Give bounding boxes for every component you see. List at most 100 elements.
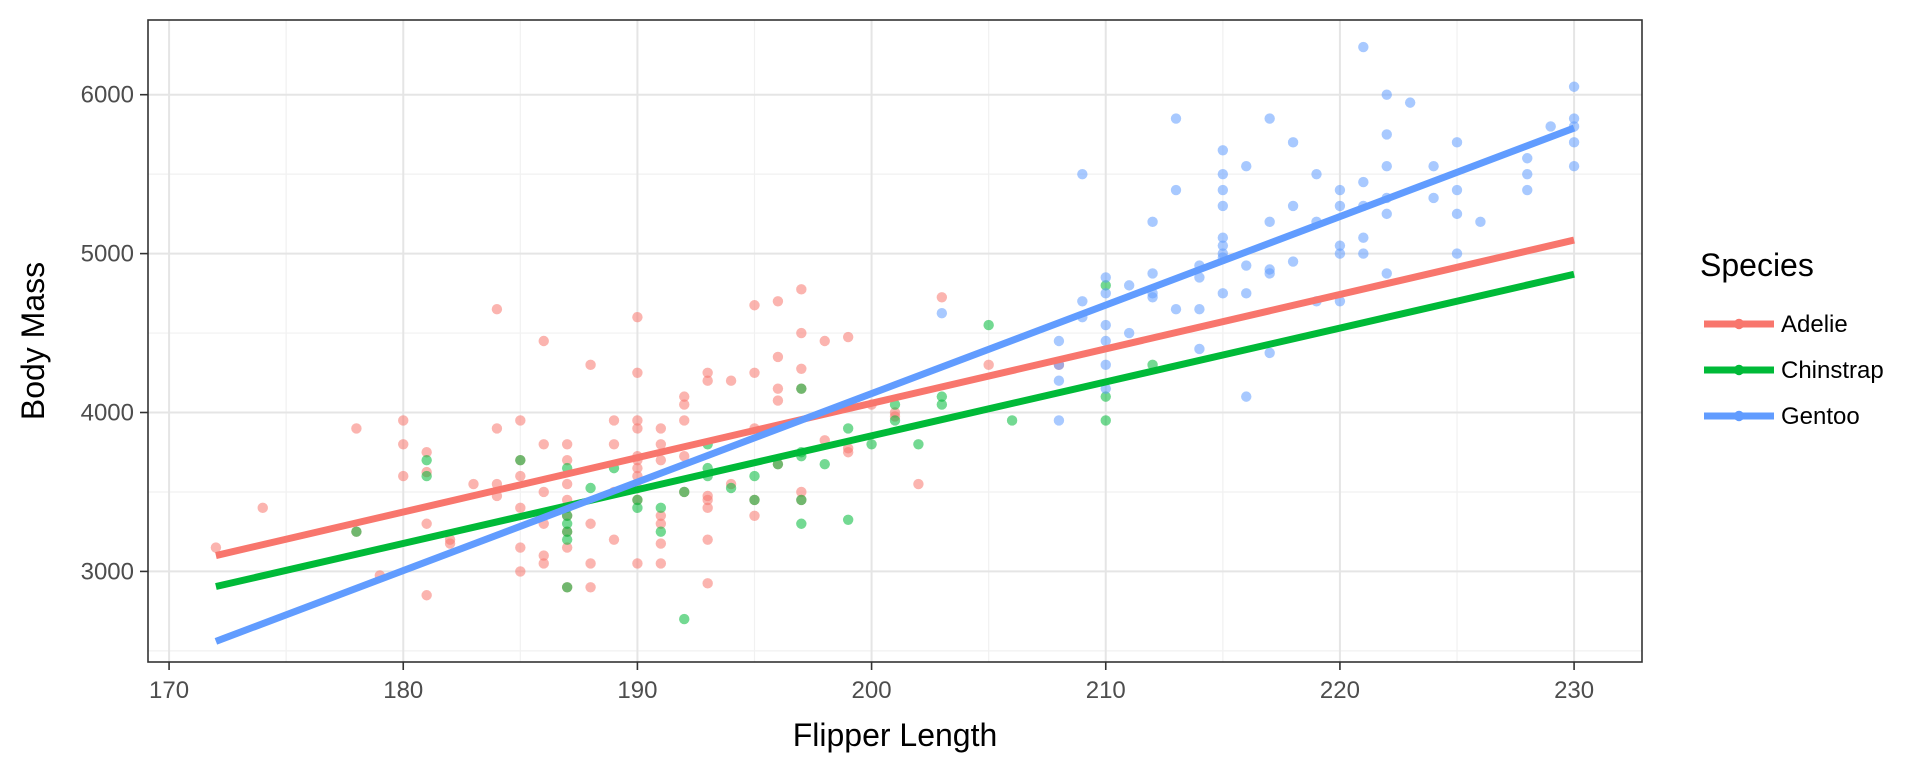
point-adelie <box>444 534 456 545</box>
point-adelie <box>702 367 713 378</box>
point-gentoo <box>1077 296 1088 307</box>
point-adelie <box>936 292 948 303</box>
legend-key-point <box>1733 410 1745 422</box>
point-chinstrap <box>1100 280 1111 291</box>
point-adelie <box>702 502 713 514</box>
point-chinstrap <box>749 494 760 506</box>
panel-background <box>148 20 1642 662</box>
point-gentoo <box>1568 113 1580 124</box>
point-adelie <box>632 311 643 323</box>
point-gentoo <box>1194 343 1205 355</box>
point-gentoo <box>1170 304 1182 315</box>
point-chinstrap <box>1006 415 1018 426</box>
y-tick-label: 4000 <box>81 400 134 427</box>
point-gentoo <box>1100 272 1111 283</box>
point-gentoo <box>1381 160 1392 172</box>
point-adelie <box>257 502 268 514</box>
point-adelie <box>421 590 432 601</box>
point-adelie <box>398 439 409 450</box>
point-gentoo <box>1241 260 1252 271</box>
x-tick-label: 200 <box>852 677 892 704</box>
x-axis-ticks: 170 180 190 200 210 220 230 <box>149 662 1594 704</box>
point-gentoo <box>1381 208 1392 220</box>
point-chinstrap <box>632 502 643 514</box>
point-gentoo <box>1217 288 1229 299</box>
point-adelie <box>398 470 409 482</box>
point-gentoo <box>1545 121 1556 132</box>
point-gentoo <box>1334 240 1346 251</box>
point-adelie <box>491 423 503 434</box>
point-chinstrap <box>796 383 807 394</box>
point-gentoo <box>1264 347 1275 359</box>
point-chinstrap <box>515 454 526 466</box>
point-adelie <box>632 367 643 378</box>
point-gentoo <box>1568 81 1580 92</box>
point-adelie <box>772 395 784 406</box>
point-adelie <box>538 335 549 347</box>
x-tick-label: 220 <box>1320 677 1360 704</box>
point-adelie <box>655 558 667 569</box>
point-adelie <box>585 558 596 569</box>
point-adelie <box>538 439 549 450</box>
point-gentoo <box>1334 200 1346 212</box>
point-chinstrap <box>655 502 667 514</box>
point-gentoo <box>1170 113 1182 124</box>
point-adelie <box>655 538 667 549</box>
point-gentoo <box>1522 168 1533 180</box>
point-adelie <box>889 407 901 418</box>
point-adelie <box>468 478 479 490</box>
point-chinstrap <box>749 470 760 482</box>
point-adelie <box>749 510 760 522</box>
point-adelie <box>585 582 596 593</box>
point-adelie <box>515 502 526 514</box>
point-adelie <box>632 415 643 426</box>
point-chinstrap <box>819 458 830 470</box>
point-adelie <box>796 284 807 295</box>
point-adelie <box>608 534 620 545</box>
point-chinstrap <box>796 494 807 506</box>
point-chinstrap <box>936 399 948 410</box>
point-adelie <box>842 443 854 454</box>
point-chinstrap <box>421 454 432 466</box>
point-chinstrap <box>679 613 690 625</box>
point-chinstrap <box>1100 391 1111 402</box>
point-gentoo <box>1264 113 1275 124</box>
point-chinstrap <box>772 458 784 470</box>
point-gentoo <box>1287 200 1299 212</box>
point-gentoo <box>1100 335 1111 347</box>
point-adelie <box>655 439 667 450</box>
point-chinstrap <box>679 486 690 498</box>
point-gentoo <box>1241 160 1252 172</box>
point-gentoo <box>1077 168 1088 180</box>
x-tick-label: 170 <box>149 677 189 704</box>
point-chinstrap <box>561 534 573 545</box>
point-adelie <box>655 510 667 522</box>
point-adelie <box>632 462 643 474</box>
point-adelie <box>561 478 573 490</box>
data-points <box>210 41 1580 625</box>
panel-border <box>147 19 1643 663</box>
point-gentoo <box>1428 192 1439 204</box>
point-gentoo <box>936 307 948 319</box>
point-gentoo <box>1451 184 1463 196</box>
point-chinstrap <box>561 518 573 529</box>
point-adelie <box>561 439 573 450</box>
point-adelie <box>702 534 713 545</box>
point-adelie <box>608 415 620 426</box>
point-adelie <box>772 351 784 363</box>
point-gentoo <box>1311 168 1322 180</box>
point-adelie <box>351 423 362 434</box>
point-adelie <box>702 578 713 589</box>
legend-label: Gentoo <box>1781 403 1860 430</box>
fit-line-adelie <box>215 236 1575 559</box>
point-adelie <box>515 542 526 553</box>
point-gentoo <box>1404 97 1416 108</box>
point-gentoo <box>1123 327 1135 339</box>
point-chinstrap <box>913 439 924 450</box>
point-adelie <box>608 439 620 450</box>
point-gentoo <box>1451 137 1463 148</box>
point-adelie <box>725 375 737 386</box>
point-adelie <box>749 300 760 311</box>
point-adelie <box>679 391 690 402</box>
point-adelie <box>538 558 549 569</box>
